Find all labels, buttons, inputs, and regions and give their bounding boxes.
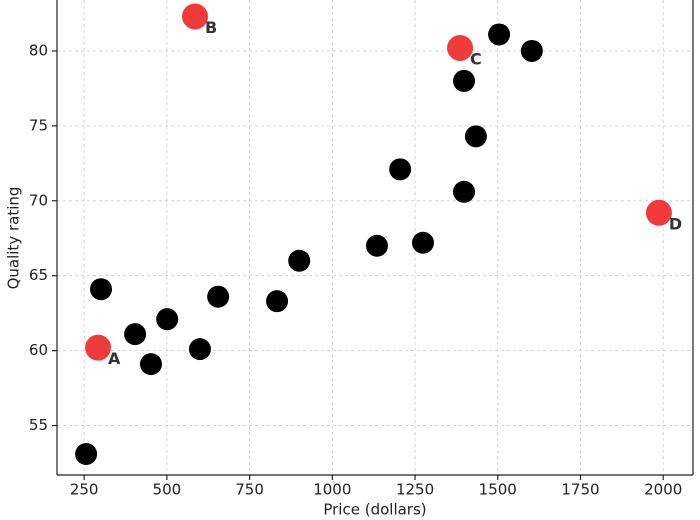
point-annotation: B — [205, 18, 217, 37]
point — [447, 34, 474, 61]
x-tick-label: 1000 — [313, 481, 351, 499]
x-tick-label: 1250 — [396, 481, 434, 499]
point-annotation: C — [470, 49, 482, 68]
x-tick-label: 1750 — [561, 481, 599, 499]
point — [453, 69, 476, 92]
x-tick-label: 1500 — [479, 481, 517, 499]
x-tick-label: 750 — [235, 481, 264, 499]
x-tick-label: 250 — [70, 481, 99, 499]
point — [75, 443, 98, 466]
point — [411, 231, 434, 254]
point — [288, 249, 311, 272]
point — [453, 180, 476, 203]
point — [488, 23, 511, 46]
x-axis-label: Price (dollars) — [323, 501, 426, 519]
point — [207, 285, 230, 308]
x-tick-label: 2000 — [644, 481, 682, 499]
y-tick-label: 70 — [29, 191, 48, 209]
point — [464, 125, 487, 148]
y-tick-label: 60 — [29, 341, 48, 359]
point — [181, 3, 208, 30]
point — [645, 199, 672, 226]
point — [520, 39, 543, 62]
point — [266, 290, 289, 313]
point — [124, 323, 147, 346]
point — [139, 353, 162, 376]
point — [188, 338, 211, 361]
y-tick-label: 65 — [29, 266, 48, 284]
y-tick-label: 80 — [29, 41, 48, 59]
point-annotation: D — [669, 214, 682, 233]
point — [85, 334, 112, 361]
point — [365, 234, 388, 257]
x-tick-label: 500 — [153, 481, 182, 499]
point — [90, 278, 113, 301]
point — [389, 158, 412, 181]
point — [156, 308, 179, 331]
point-annotation: A — [108, 349, 121, 368]
y-tick-label: 75 — [29, 116, 48, 134]
y-tick-label: 55 — [29, 416, 48, 434]
y-axis-label: Quality rating — [5, 187, 23, 290]
